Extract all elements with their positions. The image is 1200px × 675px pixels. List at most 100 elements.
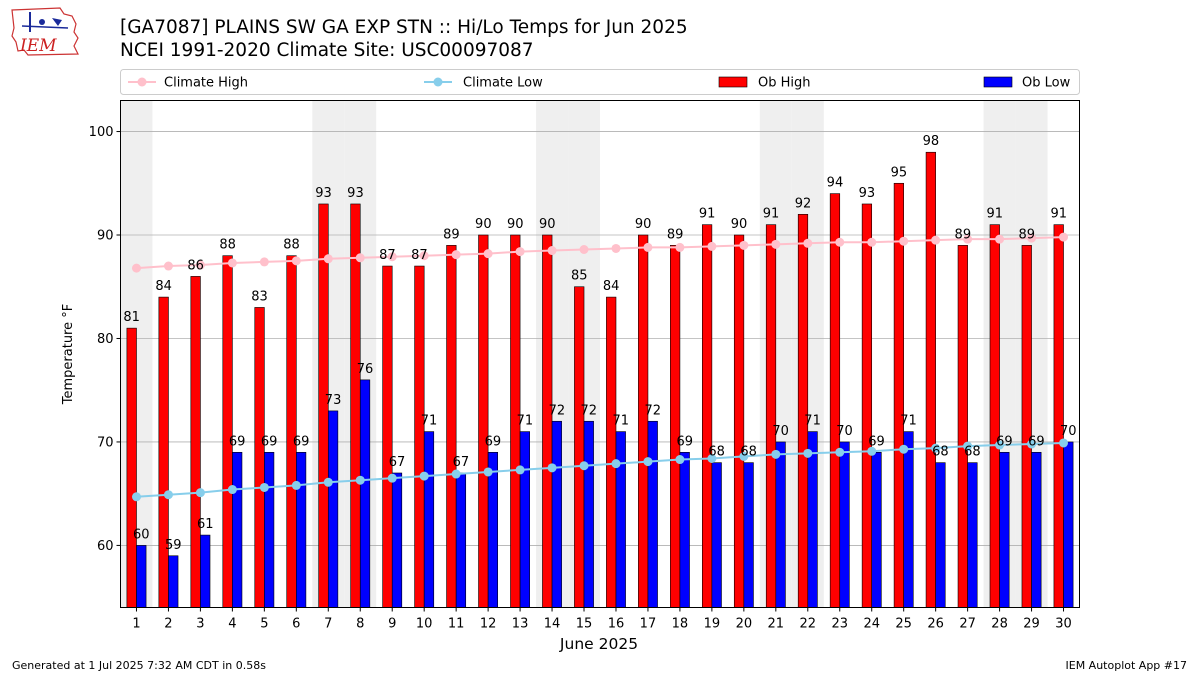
legend-climate-high-label: Climate High bbox=[164, 76, 248, 91]
ob-low-bar bbox=[136, 545, 147, 608]
ob-high-bar bbox=[989, 224, 1000, 608]
ob-low-bar bbox=[264, 451, 275, 608]
ob-high-label: 89 bbox=[667, 227, 684, 242]
climate-high-point bbox=[483, 249, 493, 259]
x-tick-label: 22 bbox=[800, 617, 817, 632]
climate-low-point bbox=[643, 457, 653, 467]
climate-low-point bbox=[1059, 438, 1069, 448]
ob-low-bar bbox=[999, 451, 1010, 608]
ob-high-label: 89 bbox=[955, 227, 972, 242]
ob-low-label: 72 bbox=[549, 403, 566, 418]
ob-high-bar bbox=[925, 151, 936, 608]
legend-ob-high-label: Ob High bbox=[758, 76, 811, 91]
ob-high-label: 94 bbox=[827, 176, 844, 191]
ob-high-label: 89 bbox=[443, 227, 460, 242]
x-tick-label: 25 bbox=[895, 617, 912, 632]
ob-high-label: 87 bbox=[379, 248, 396, 263]
climate-low-point bbox=[1027, 439, 1037, 449]
ob-high-bar bbox=[126, 327, 137, 608]
climate-low-point bbox=[259, 482, 269, 492]
x-tick-label: 27 bbox=[959, 617, 976, 632]
ob-high-bar bbox=[382, 265, 393, 608]
ob-high-bar bbox=[478, 234, 489, 608]
x-tick-label: 26 bbox=[927, 617, 944, 632]
ob-low-label: 71 bbox=[421, 414, 438, 429]
climate-high-point bbox=[899, 236, 909, 246]
climate-high-point bbox=[675, 242, 685, 252]
ob-high-label: 93 bbox=[315, 186, 332, 201]
ob-high-label: 90 bbox=[539, 217, 556, 232]
ob-low-bar bbox=[296, 451, 307, 608]
x-tick-label: 16 bbox=[608, 617, 625, 632]
climate-high-line bbox=[136, 236, 1064, 270]
climate-low-point bbox=[835, 447, 845, 457]
x-tick-label: 19 bbox=[704, 617, 721, 632]
ob-high-bar bbox=[829, 193, 841, 608]
x-tick-label: 9 bbox=[388, 617, 396, 632]
climate-high-point bbox=[579, 244, 589, 254]
climate-high-point bbox=[803, 238, 813, 248]
plot-frame bbox=[120, 100, 1080, 608]
x-tick-label: 15 bbox=[576, 617, 593, 632]
ob-low-bar bbox=[359, 379, 371, 608]
ob-low-label: 69 bbox=[1028, 434, 1045, 449]
ob-low-label: 68 bbox=[932, 445, 949, 460]
ob-low-label: 68 bbox=[964, 445, 981, 460]
ob-low-bar bbox=[391, 472, 403, 608]
legend: Climate High Climate Low Ob High Ob Low bbox=[120, 69, 1080, 95]
ob-low-bar bbox=[551, 420, 562, 608]
x-tick-label: 18 bbox=[672, 617, 689, 632]
ob-low-bar bbox=[679, 451, 690, 608]
climate-low-point bbox=[195, 488, 205, 498]
ob-high-bar bbox=[670, 245, 681, 608]
ob-low-label: 71 bbox=[517, 414, 534, 429]
climate-low-point bbox=[227, 485, 237, 495]
climate-high-point bbox=[707, 241, 717, 251]
climate-high-point bbox=[227, 258, 237, 268]
climate-low-point bbox=[131, 492, 141, 502]
ob-low-bar bbox=[1031, 451, 1042, 608]
ob-high-bar bbox=[701, 224, 713, 608]
x-axis: 1 2 3 4 5 6 7 8 9 10 11 12 13 14 15 16 17 18 19 20 21 22 23 24 2… bbox=[132, 607, 1072, 632]
y-tick-label: 60 bbox=[97, 539, 114, 554]
ob-low-bar bbox=[743, 462, 754, 608]
ob-high-label: 91 bbox=[699, 207, 716, 222]
ob-high-bar bbox=[574, 286, 585, 608]
ob-high-bar bbox=[350, 203, 361, 608]
ob-low-bar bbox=[935, 462, 946, 608]
climate-high-point bbox=[419, 251, 429, 261]
climate-low-point bbox=[707, 454, 717, 464]
ob-high-bar bbox=[733, 234, 745, 608]
climate-low-point bbox=[739, 451, 749, 461]
x-tick-label: 3 bbox=[196, 617, 204, 632]
x-tick-label: 29 bbox=[1023, 617, 1040, 632]
ob-high-bar bbox=[222, 255, 233, 608]
ob-high-label: 89 bbox=[1018, 227, 1035, 242]
ob-low-bar bbox=[903, 431, 914, 608]
x-tick-label: 12 bbox=[480, 617, 497, 632]
climate-low-point bbox=[163, 490, 173, 500]
climate-low-point bbox=[291, 480, 301, 490]
x-tick-label: 13 bbox=[512, 617, 529, 632]
ob-low-label: 68 bbox=[740, 445, 757, 460]
ob-low-bar bbox=[327, 410, 339, 608]
climate-low-point bbox=[963, 441, 973, 451]
climate-high-point bbox=[771, 239, 781, 249]
x-tick-label: 20 bbox=[736, 617, 753, 632]
ob-low-bar bbox=[423, 431, 435, 608]
climate-high-point bbox=[387, 252, 397, 262]
footer-app: IEM Autoplot App #17 bbox=[1065, 659, 1188, 672]
ob-high-label: 90 bbox=[731, 217, 748, 232]
ob-low-label: 69 bbox=[996, 434, 1013, 449]
ob-low-bar bbox=[967, 462, 978, 608]
climate-low-point bbox=[515, 465, 525, 475]
climate-low-point bbox=[899, 444, 909, 454]
logo-text: IEM bbox=[19, 36, 57, 56]
ob-high-label: 95 bbox=[891, 165, 908, 180]
x-tick-label: 6 bbox=[292, 617, 300, 632]
ob-high-bar bbox=[158, 296, 169, 608]
ob-high-label: 83 bbox=[251, 289, 268, 304]
ob-low-label: 69 bbox=[868, 434, 885, 449]
ob-low-label: 71 bbox=[804, 414, 821, 429]
legend-climate-low-label: Climate Low bbox=[463, 76, 543, 91]
